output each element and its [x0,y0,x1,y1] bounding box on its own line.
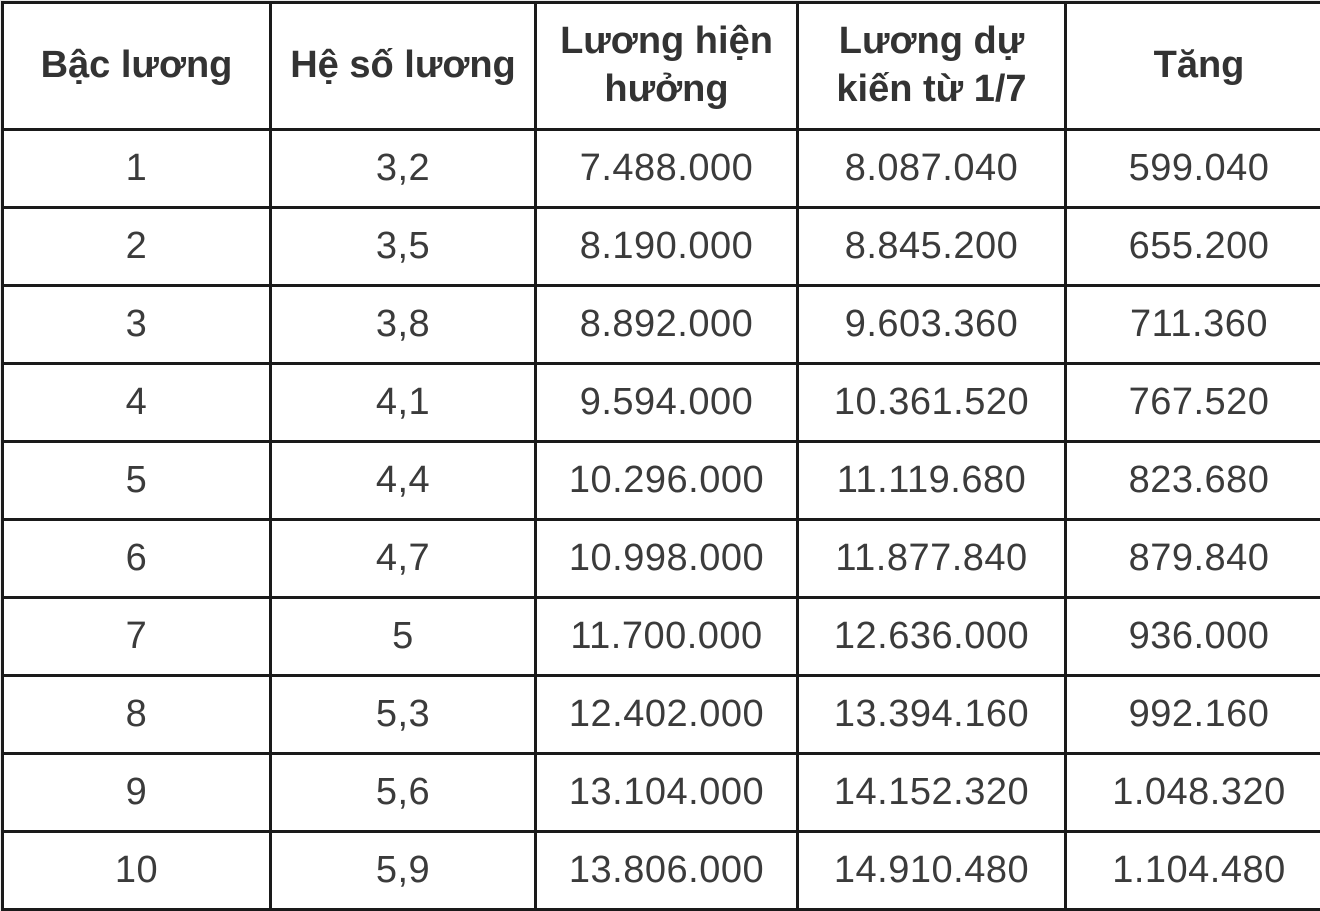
table-cell: 4 [3,364,271,442]
table-cell: 8 [3,676,271,754]
column-header-bac-luong: Bậc lương [3,3,271,130]
table-cell: 711.360 [1066,286,1320,364]
table-cell: 14.910.480 [798,832,1066,910]
table-cell: 5 [271,598,536,676]
table-cell: 5,9 [271,832,536,910]
table-cell: 8.190.000 [536,208,798,286]
table-cell: 823.680 [1066,442,1320,520]
table-cell: 3,2 [271,130,536,208]
table-cell: 4,4 [271,442,536,520]
table-cell: 3 [3,286,271,364]
table-cell: 9 [3,754,271,832]
table-cell: 12.402.000 [536,676,798,754]
column-header-he-so-luong: Hệ số lương [271,3,536,130]
table-cell: 10 [3,832,271,910]
table-cell: 12.636.000 [798,598,1066,676]
table-cell: 8.845.200 [798,208,1066,286]
table-cell: 10.361.520 [798,364,1066,442]
table-cell: 5,3 [271,676,536,754]
table-cell: 11.877.840 [798,520,1066,598]
header-row: Bậc lương Hệ số lương Lương hiện hưởng L… [3,3,1320,130]
table-cell: 767.520 [1066,364,1320,442]
table-cell: 9.594.000 [536,364,798,442]
table-cell: 3,5 [271,208,536,286]
table-cell: 4,7 [271,520,536,598]
table-cell: 9.603.360 [798,286,1066,364]
table-cell: 13.806.000 [536,832,798,910]
table-cell: 7 [3,598,271,676]
table-cell: 7.488.000 [536,130,798,208]
table-cell: 1.048.320 [1066,754,1320,832]
table-cell: 13.394.160 [798,676,1066,754]
table-cell: 14.152.320 [798,754,1066,832]
table-cell: 8.087.040 [798,130,1066,208]
table-cell: 3,8 [271,286,536,364]
table-cell: 4,1 [271,364,536,442]
table-cell: 2 [3,208,271,286]
table-cell: 11.119.680 [798,442,1066,520]
table-cell: 6 [3,520,271,598]
table-cell: 655.200 [1066,208,1320,286]
column-header-luong-du-kien: Lương dự kiến từ 1/7 [798,3,1066,130]
table-cell: 10.998.000 [536,520,798,598]
table-header: Bậc lương Hệ số lương Lương hiện hưởng L… [3,3,1320,130]
column-header-luong-hien-huong: Lương hiện hưởng [536,3,798,130]
table-cell: 5 [3,442,271,520]
table-cell: 936.000 [1066,598,1320,676]
table-cell: 11.700.000 [536,598,798,676]
table-cell: 879.840 [1066,520,1320,598]
table-cell: 13.104.000 [536,754,798,832]
table-cell: 10.296.000 [536,442,798,520]
table-cell: 8.892.000 [536,286,798,364]
table-cell: 992.160 [1066,676,1320,754]
table-cell: 599.040 [1066,130,1320,208]
table-cell: 1.104.480 [1066,832,1320,910]
column-header-tang: Tăng [1066,3,1320,130]
table-cell: 5,6 [271,754,536,832]
table-cell: 1 [3,130,271,208]
